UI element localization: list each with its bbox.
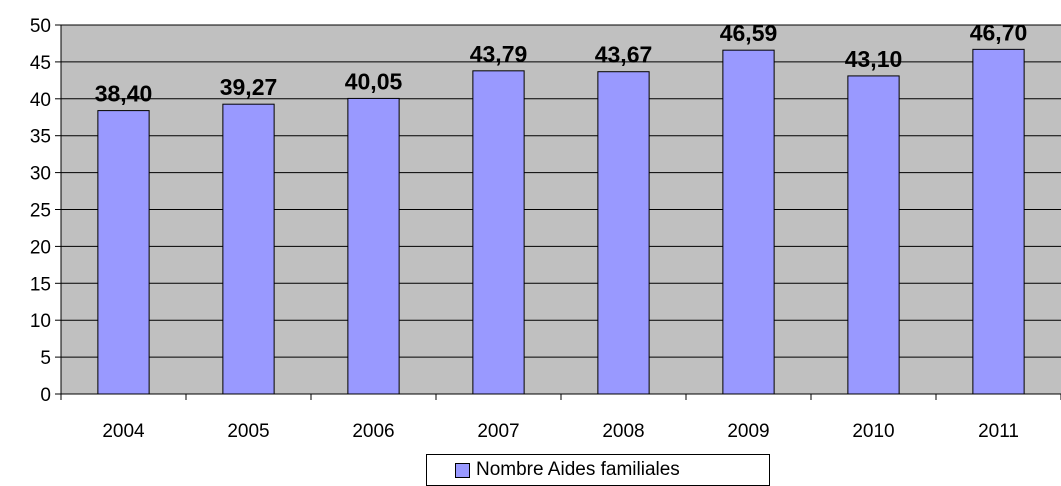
y-tick-label: 30 [30, 164, 51, 185]
y-tick-label: 0 [40, 385, 51, 406]
x-tick-label: 2007 [477, 421, 519, 442]
x-axis: 2004 2005 2006 2007 2008 2009 2010 2011 [60, 393, 1061, 442]
data-label: 46,59 [720, 20, 778, 46]
x-tick-label: 2009 [727, 421, 769, 442]
bar [97, 110, 150, 395]
data-label: 43,10 [845, 46, 903, 72]
y-tick-label: 5 [40, 348, 51, 369]
y-tick-label: 20 [30, 237, 51, 258]
y-tick-label: 10 [30, 311, 51, 332]
y-tick-label: 25 [30, 201, 51, 222]
y-tick-label: 35 [30, 127, 51, 148]
bar [222, 103, 275, 395]
data-label: 46,70 [970, 19, 1028, 45]
legend-swatch [455, 462, 470, 478]
data-label: 39,27 [220, 74, 278, 100]
y-tick-label: 50 [30, 16, 51, 37]
legend-label: Nombre Aides familiales [476, 459, 680, 480]
data-label: 38,40 [95, 81, 153, 107]
x-tick-label: 2005 [227, 421, 269, 442]
x-tick-label: 2010 [852, 421, 894, 442]
x-tick-label: 2004 [102, 421, 145, 442]
x-tick-label: 2008 [602, 421, 644, 442]
bar [972, 48, 1025, 395]
bar [472, 70, 525, 395]
data-label: 43,67 [595, 42, 653, 68]
bar [597, 71, 650, 395]
y-tick-label: 40 [30, 90, 51, 111]
y-tick-label: 15 [30, 274, 51, 295]
data-label: 43,79 [470, 41, 528, 67]
bar [722, 49, 775, 395]
bar [347, 97, 400, 395]
bars [97, 48, 1025, 395]
data-label: 40,05 [345, 68, 403, 94]
legend: Nombre Aides familiales [426, 454, 770, 486]
x-tick-label: 2011 [978, 421, 1019, 442]
data-labels: 38,40 39,27 40,05 43,79 43,67 46,59 43,10 46,70 [95, 19, 1028, 106]
x-tick-label: 2006 [352, 421, 394, 442]
bar [847, 75, 900, 395]
y-tick-label: 45 [30, 53, 51, 74]
y-axis: 0 5 10 15 20 25 30 35 40 45 50 [30, 16, 62, 406]
